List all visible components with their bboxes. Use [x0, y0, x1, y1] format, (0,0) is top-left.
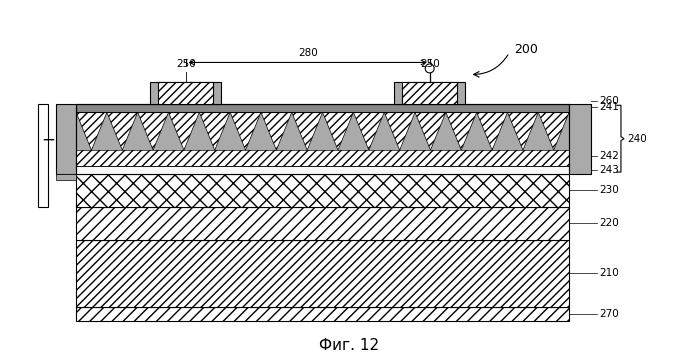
Bar — [76, 306, 569, 321]
Text: 250: 250 — [176, 59, 195, 69]
Text: 210: 210 — [599, 268, 619, 278]
Polygon shape — [76, 112, 107, 150]
Text: −: − — [41, 130, 55, 148]
Polygon shape — [168, 112, 200, 150]
Polygon shape — [292, 112, 322, 150]
Text: Фиг. 12: Фиг. 12 — [319, 338, 379, 353]
Text: 240: 240 — [627, 134, 646, 144]
Text: 241: 241 — [599, 102, 619, 112]
Bar — [76, 112, 569, 150]
Polygon shape — [230, 112, 261, 150]
Text: 243: 243 — [599, 165, 619, 175]
Text: 230: 230 — [599, 185, 619, 195]
Text: 260: 260 — [599, 96, 619, 106]
Bar — [76, 240, 569, 306]
Polygon shape — [107, 112, 138, 150]
Polygon shape — [353, 112, 384, 150]
Bar — [56, 104, 76, 174]
Bar — [76, 104, 569, 174]
Bar — [569, 104, 591, 174]
Polygon shape — [200, 112, 230, 150]
Bar — [76, 104, 569, 112]
Polygon shape — [261, 112, 292, 150]
Text: 220: 220 — [599, 218, 619, 228]
Text: 280: 280 — [298, 49, 318, 58]
Bar — [76, 207, 569, 240]
Polygon shape — [415, 112, 446, 150]
Bar — [56, 174, 76, 180]
Bar — [76, 174, 569, 207]
Bar — [76, 166, 569, 174]
Text: 200: 200 — [514, 43, 538, 56]
Bar — [150, 82, 221, 104]
Polygon shape — [138, 112, 168, 150]
Polygon shape — [322, 112, 353, 150]
Bar — [402, 82, 457, 104]
Polygon shape — [477, 112, 507, 150]
Bar — [38, 104, 48, 207]
Circle shape — [425, 64, 434, 73]
Text: 250: 250 — [419, 59, 440, 69]
Text: 270: 270 — [599, 309, 619, 319]
Bar — [158, 82, 213, 104]
Polygon shape — [538, 112, 569, 150]
Polygon shape — [507, 112, 538, 150]
Polygon shape — [446, 112, 477, 150]
Bar — [76, 112, 569, 166]
Text: 242: 242 — [599, 151, 619, 161]
Polygon shape — [384, 112, 415, 150]
Bar — [394, 82, 465, 104]
